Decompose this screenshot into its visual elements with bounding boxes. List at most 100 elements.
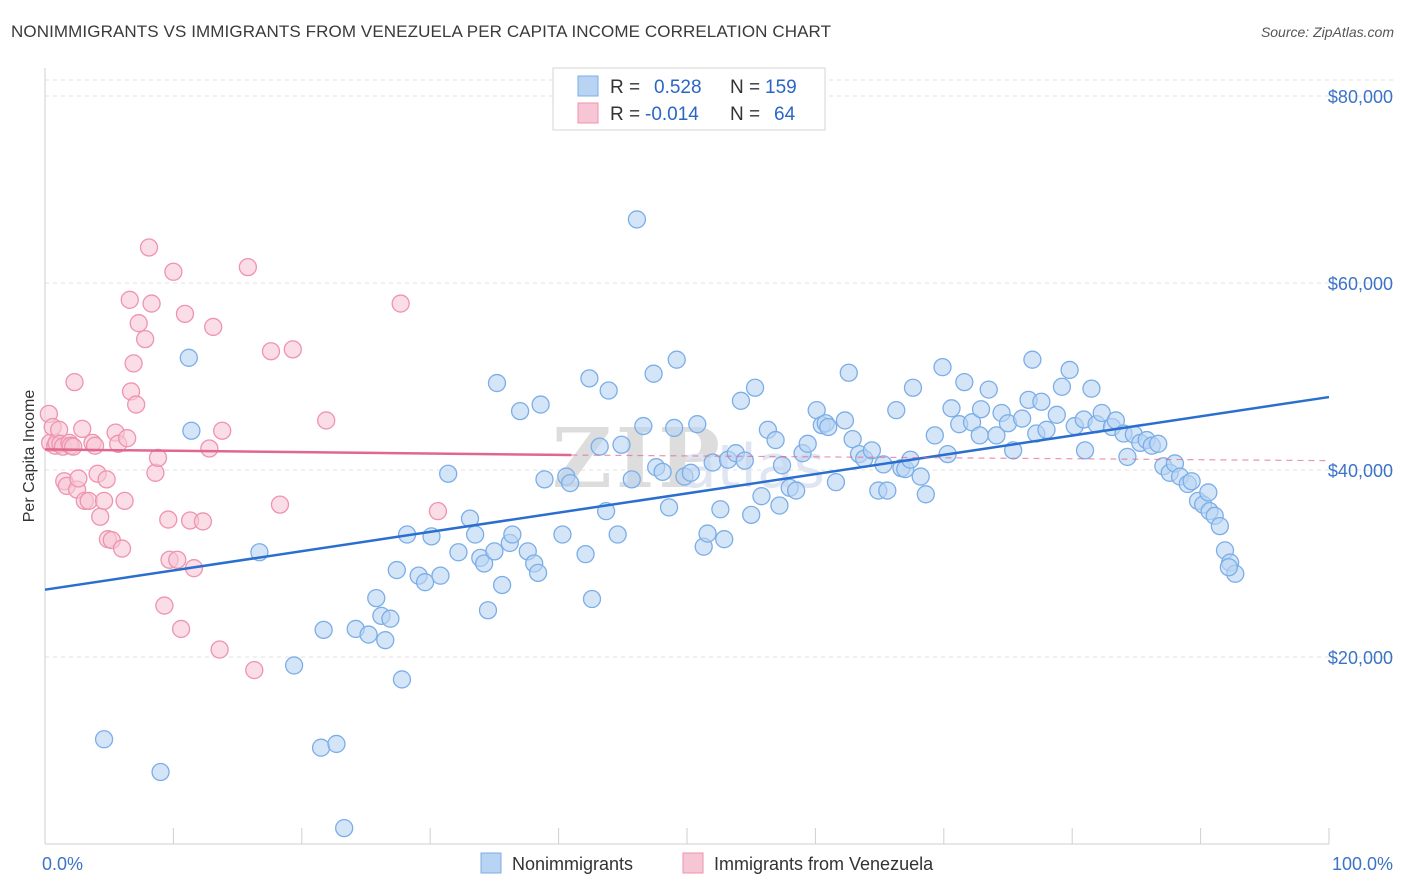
point-nonimmigrant (582, 589, 602, 609)
point-nonimmigrant (284, 656, 304, 675)
point-nonimmigrant (151, 762, 170, 782)
point-immigrant-venezuela (120, 290, 139, 309)
point-nonimmigrant (942, 399, 961, 418)
point-immigrant-venezuela (204, 317, 223, 337)
point-nonimmigrant (1032, 392, 1051, 411)
series-legend: Nonimmigrants Immigrants from Venezuela (480, 852, 934, 874)
point-immigrant-venezuela (317, 411, 336, 430)
point-nonimmigrant (653, 462, 672, 482)
point-nonimmigrant (359, 625, 378, 644)
point-nonimmigrant (735, 451, 754, 470)
point-immigrant-venezuela (85, 436, 105, 455)
point-immigrant-venezuela (142, 294, 161, 313)
point-immigrant-venezuela (112, 539, 132, 558)
trend-line-immigrants-extension (571, 454, 1330, 462)
point-immigrant-venezuela (97, 470, 116, 489)
legend-r-value-2: -0.014 (645, 104, 699, 125)
point-immigrant-venezuela (91, 507, 110, 526)
trend-lines (44, 395, 1330, 591)
point-immigrant-venezuela (118, 429, 137, 448)
point-immigrant-venezuela (127, 395, 146, 414)
point-nonimmigrant (1052, 377, 1072, 396)
point-nonimmigrant (752, 487, 771, 506)
point-nonimmigrant (465, 525, 485, 544)
point-nonimmigrant (327, 734, 346, 754)
bottom-legend-swatch-immigrants (682, 852, 704, 874)
point-immigrant-venezuela (200, 439, 219, 458)
point-immigrant-venezuela (270, 495, 290, 514)
point-nonimmigrant (1075, 441, 1095, 460)
point-nonimmigrant (711, 500, 730, 519)
point-nonimmigrant (979, 380, 998, 399)
point-nonimmigrant (474, 554, 494, 573)
point-nonimmigrant (561, 473, 580, 493)
series-immigrants-venezuela (39, 238, 448, 680)
point-nonimmigrant (634, 416, 653, 436)
legend-n-label-2: N = (730, 104, 760, 125)
point-nonimmigrant (826, 473, 846, 492)
point-nonimmigrant (1037, 420, 1056, 439)
point-nonimmigrant (510, 401, 530, 421)
point-nonimmigrant (681, 463, 701, 482)
point-nonimmigrant (819, 417, 838, 437)
point-immigrant-venezuela (129, 314, 148, 333)
point-nonimmigrant (715, 530, 734, 549)
legend-n-label-1: N = (730, 77, 760, 98)
point-immigrant-venezuela (238, 257, 258, 277)
point-immigrant-venezuela (115, 491, 134, 511)
point-nonimmigrant (179, 348, 198, 367)
point-nonimmigrant (667, 350, 686, 369)
point-nonimmigrant (1047, 405, 1066, 424)
point-nonimmigrant (367, 588, 386, 608)
x-tick-label-min: 0.0% (42, 854, 83, 874)
point-nonimmigrant (487, 373, 507, 393)
legend-r-value-1: 0.528 (654, 77, 702, 98)
point-nonimmigrant (590, 437, 609, 456)
point-immigrant-venezuela (193, 512, 213, 531)
point-nonimmigrant (911, 467, 930, 486)
series-nonimmigrants (94, 210, 1245, 838)
point-immigrant-venezuela (139, 238, 159, 257)
point-nonimmigrant (987, 426, 1006, 445)
point-nonimmigrant (887, 401, 906, 420)
point-nonimmigrant (608, 525, 627, 544)
point-immigrant-venezuela (69, 469, 88, 488)
point-nonimmigrant (1118, 447, 1137, 467)
point-nonimmigrant (439, 464, 458, 483)
point-immigrant-venezuela (164, 262, 183, 281)
bottom-legend-label-immigrants: Immigrants from Venezuela (714, 854, 934, 874)
point-nonimmigrant (528, 563, 548, 582)
grid-lines (45, 79, 1393, 658)
point-nonimmigrant (415, 573, 435, 592)
point-nonimmigrant (1219, 558, 1238, 577)
y-axis-title: Per Capita Income (21, 390, 38, 523)
legend-swatch-immigrants (577, 102, 599, 124)
point-nonimmigrant (835, 411, 855, 430)
point-immigrant-venezuela (171, 619, 191, 639)
point-nonimmigrant (878, 481, 897, 500)
y-tick-label: $20,000 (1328, 648, 1393, 668)
point-nonimmigrant (766, 430, 785, 450)
point-nonimmigrant (431, 566, 450, 585)
point-immigrant-venezuela (175, 304, 195, 324)
point-immigrant-venezuela (94, 491, 114, 511)
trend-line-nonimmigrants (44, 395, 1330, 591)
point-nonimmigrant (535, 470, 554, 489)
trend-line-immigrants (44, 448, 572, 457)
point-nonimmigrant (644, 364, 663, 383)
bottom-legend-swatch-nonimmigrants (480, 852, 502, 874)
point-nonimmigrant (742, 505, 761, 525)
point-nonimmigrant (933, 357, 952, 377)
point-nonimmigrant (503, 525, 522, 544)
point-immigrant-venezuela (79, 491, 98, 511)
point-nonimmigrant (311, 738, 331, 757)
source-label: Source: ZipAtlas.com (1260, 24, 1394, 40)
bottom-legend-label-nonimmigrants: Nonimmigrants (512, 854, 633, 874)
chart-title: NONIMMIGRANTS VS IMMIGRANTS FROM VENEZUE… (11, 22, 832, 41)
point-nonimmigrant (553, 525, 572, 544)
point-immigrant-venezuela (64, 437, 83, 456)
y-tick-labels: $20,000 $40,000 $60,000 $80,000 (1328, 87, 1393, 668)
point-immigrant-venezuela (213, 421, 232, 440)
point-nonimmigrant (916, 485, 935, 504)
point-immigrant-venezuela (124, 354, 143, 373)
